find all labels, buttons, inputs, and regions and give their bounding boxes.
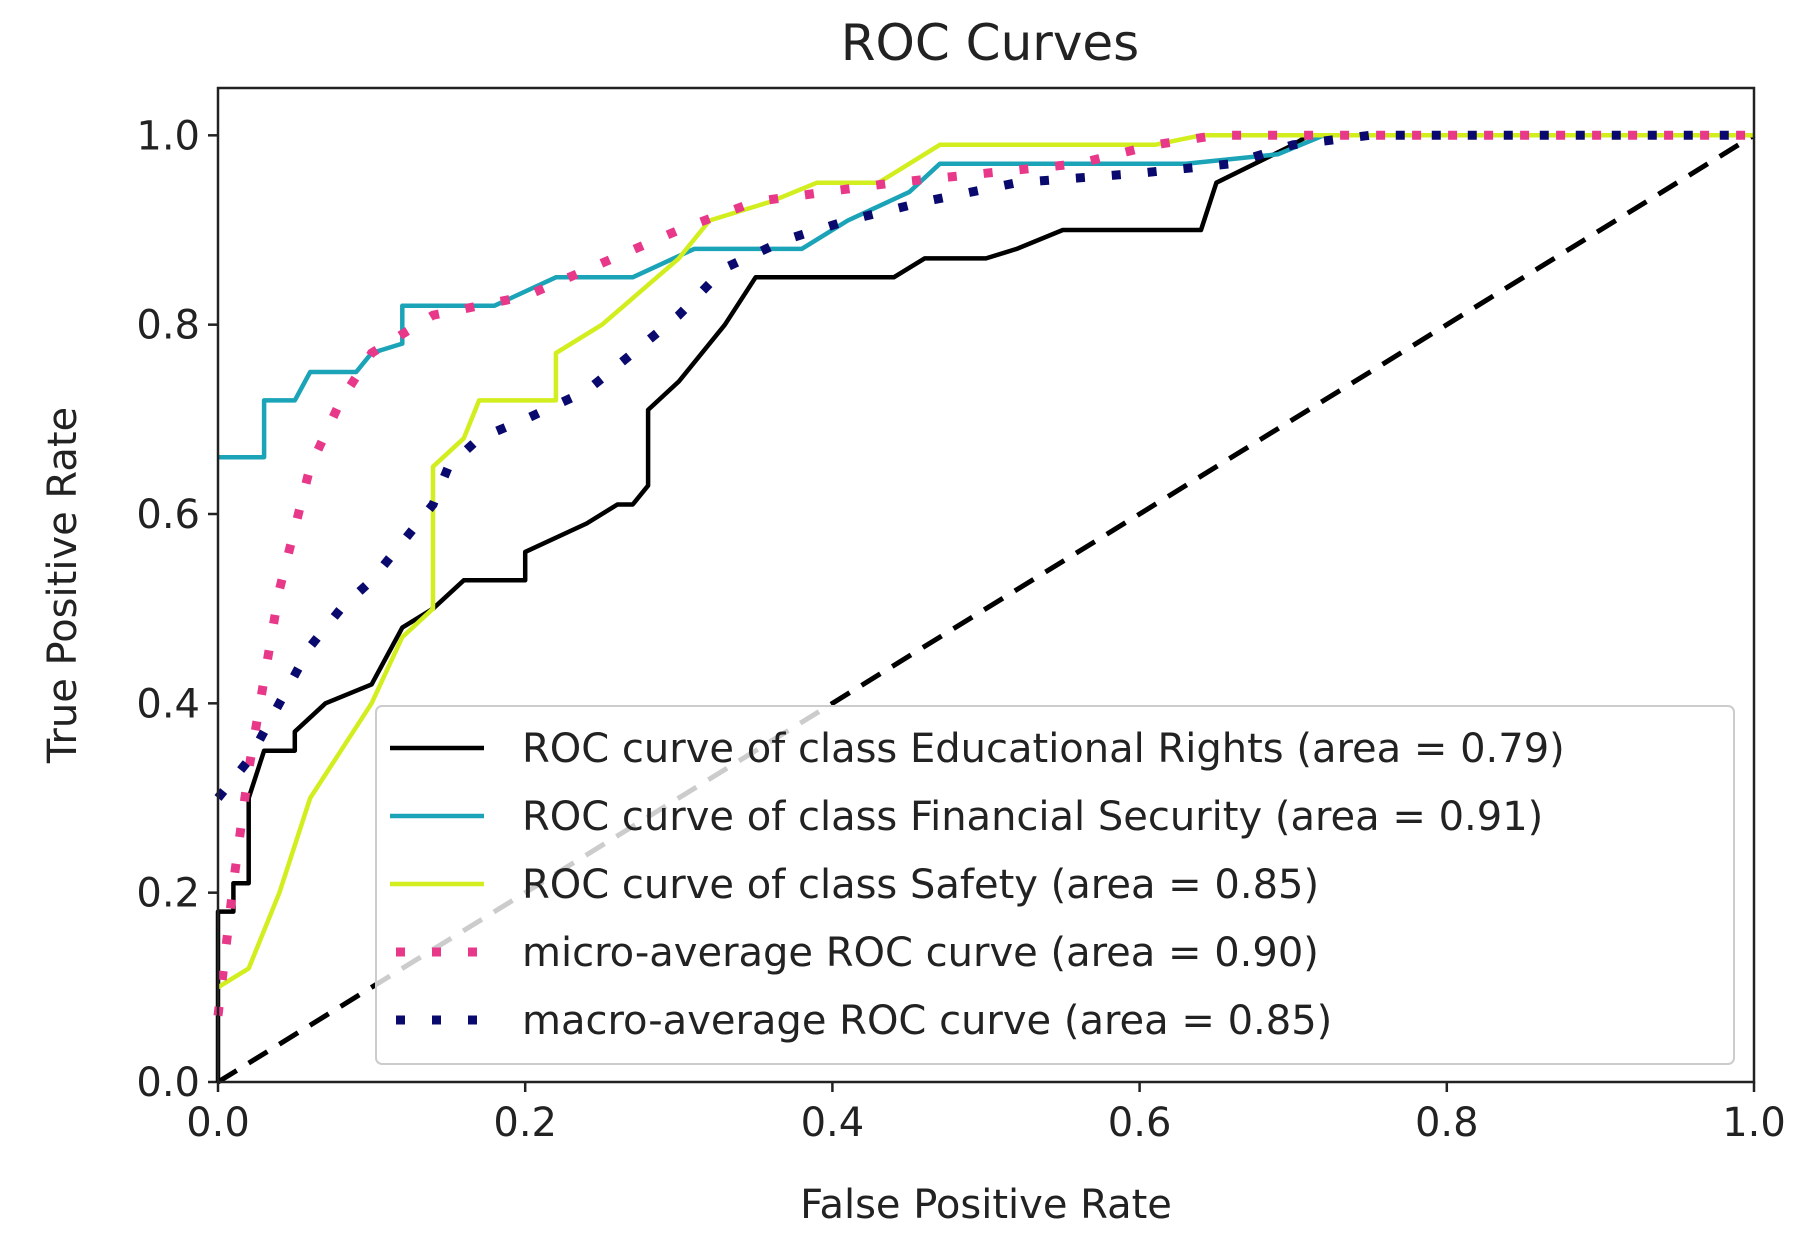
y-tick-label: 0.6 (136, 492, 200, 538)
x-tick-label: 1.0 (1722, 1100, 1786, 1146)
axes-frame (216, 86, 1756, 1084)
x-tick-label: 0.6 (1108, 1100, 1172, 1146)
roc-curve-of-class-educational-rights-line (215, 133, 1754, 1082)
x-tick-label: 0.2 (493, 1100, 557, 1146)
roc-curve-of-class-safety-line (216, 133, 1754, 990)
x-tick-label: 0.0 (186, 1100, 250, 1146)
x-axis-ticks: 0.0 0.2 0.4 0.6 0.8 1.0 (186, 1082, 1786, 1146)
legend-entry-label: micro-average ROC curve (area = 0.90) (522, 930, 1319, 976)
y-axis-ticks: 0.0 0.2 0.4 0.6 0.8 1.0 (136, 113, 218, 1106)
y-tick-label: 0.8 (136, 303, 200, 349)
y-tick-label: 0.2 (136, 871, 200, 917)
y-tick-label: 1.0 (136, 113, 200, 159)
legend: ROC curve of class Educational Rights (a… (375, 705, 1735, 1065)
legend-entry-label: macro-average ROC curve (area = 0.85) (522, 998, 1332, 1044)
y-tick-label: 0.4 (136, 681, 200, 727)
roc-curve-of-class-financial-security-line (218, 133, 1754, 460)
macro-average-roc-curve-line (214, 130, 1754, 801)
y-tick-label: 0.0 (136, 1060, 200, 1106)
x-tick-label: 0.8 (1415, 1100, 1479, 1146)
legend-entry-label: ROC curve of class Educational Rights (a… (522, 726, 1565, 772)
chart-title: ROC Curves (841, 14, 1139, 72)
x-axis-label: False Positive Rate (800, 1182, 1172, 1228)
y-axis-label: True Positive Rate (40, 407, 86, 764)
legend-box (375, 705, 1735, 1065)
legend-entry-label: ROC curve of class Financial Security (a… (522, 794, 1543, 840)
legend-entry-label: ROC curve of class Safety (area = 0.85) (522, 862, 1319, 908)
x-tick-label: 0.4 (801, 1100, 865, 1146)
